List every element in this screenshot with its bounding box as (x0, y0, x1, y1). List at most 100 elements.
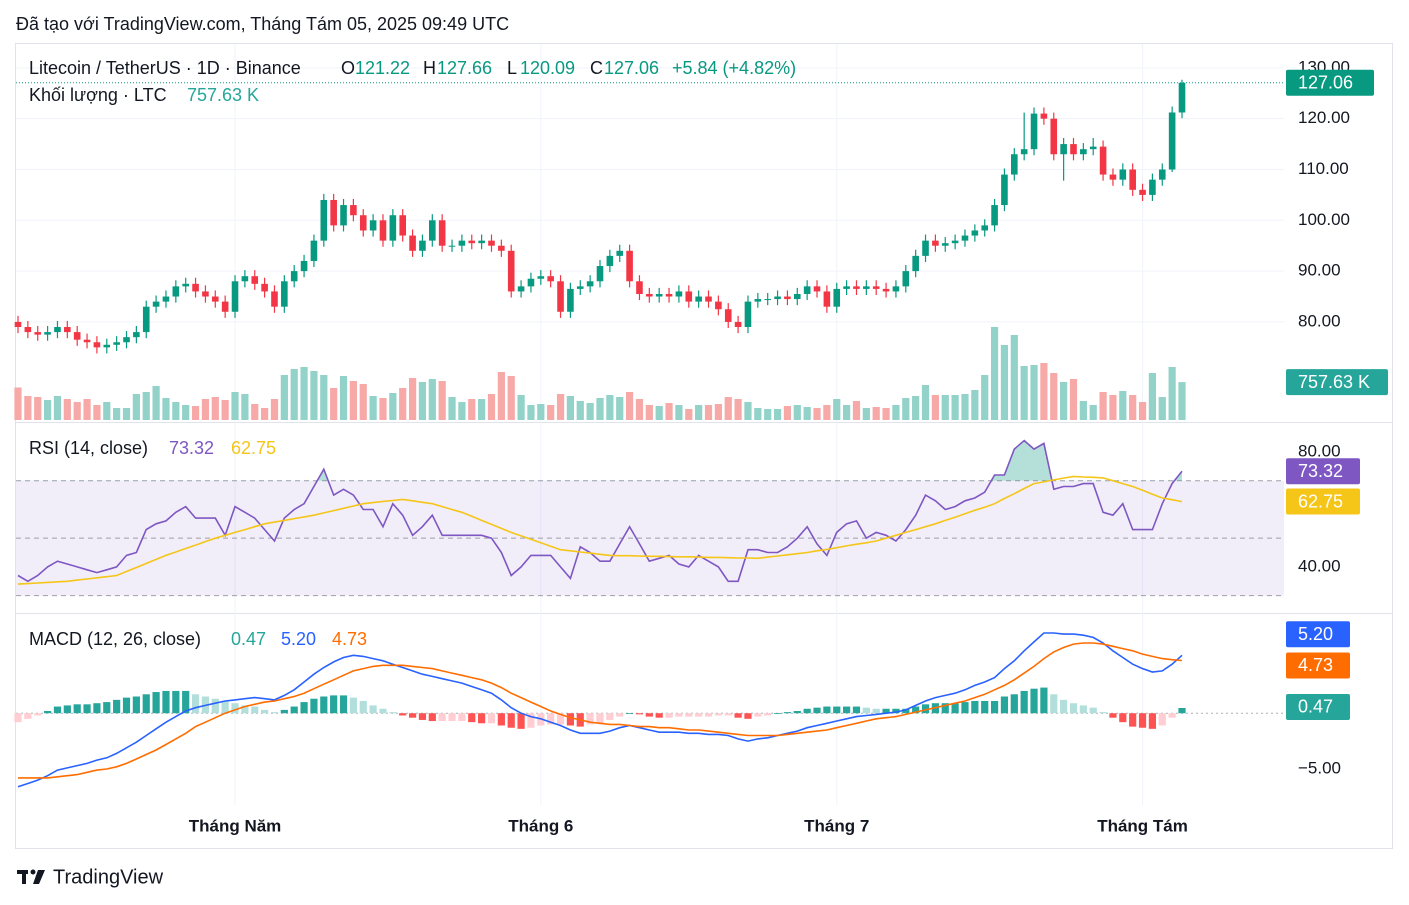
candle-body (567, 288, 574, 312)
volume-bar (872, 407, 880, 420)
macd-hist-bar (320, 696, 328, 714)
macd-hist-bar (912, 706, 920, 714)
volume-bar (1030, 365, 1038, 420)
volume-bar (655, 406, 663, 420)
candle-body (152, 301, 160, 307)
candle-body (734, 321, 742, 328)
volume-bar (675, 405, 683, 420)
macd-hist-bar (399, 713, 407, 716)
volume-value: 757.63 K (187, 85, 259, 105)
macd-hist-bar (231, 703, 239, 714)
rsi-label: 73.32 (1298, 461, 1343, 481)
candle-body (409, 235, 416, 251)
candle-body (636, 281, 643, 294)
macd-hist-bar (251, 706, 259, 714)
macd-hist-bar (685, 713, 693, 717)
volume-bar (971, 390, 979, 420)
rsi-ma-label-box (1286, 488, 1360, 515)
candle-body (488, 240, 495, 246)
volume-bar (1109, 395, 1117, 420)
candle-body (271, 291, 278, 307)
candle-body (981, 225, 989, 231)
macd-hist-bar (783, 712, 792, 714)
candle-body (803, 286, 811, 294)
candle-body (1178, 82, 1186, 113)
candle-body (1149, 179, 1156, 195)
macd-hist-bar (103, 702, 111, 714)
macd-hist-bar (221, 700, 229, 714)
macd-hist-bar (132, 696, 140, 714)
volume-bar (162, 398, 170, 420)
rsi-line (17, 439, 1183, 583)
macd-hist-bar (172, 690, 180, 714)
candle-body (715, 301, 722, 310)
y-tick-label: −5.00 (1298, 758, 1341, 777)
macd-hist-bar (211, 698, 219, 714)
macd-hist-bar (478, 713, 486, 724)
macd-hist-bar (1119, 713, 1127, 723)
volume-bar (1158, 397, 1166, 420)
candle-body (429, 220, 436, 241)
volume-bar (310, 371, 318, 420)
candle-body (1080, 149, 1087, 155)
macd-hist-bar (616, 713, 624, 717)
macd-hist-bar (1020, 690, 1028, 714)
candle-body (1030, 113, 1038, 150)
macd-hist-label-box (1286, 693, 1350, 720)
macd-hist-bar (833, 706, 841, 714)
macd-hist-bar (961, 702, 969, 714)
macd-hist-bar (448, 713, 456, 722)
candle-body (1011, 154, 1018, 175)
candle-body (389, 215, 397, 241)
volume-bar (843, 405, 851, 420)
volume-bar (704, 405, 713, 420)
volume-label: 757.63 K (1298, 372, 1370, 392)
volume-bar (862, 408, 870, 420)
candle-body (951, 240, 959, 244)
candle-body (991, 205, 998, 226)
volume-bar (1079, 401, 1087, 420)
macd-hist-bar (1089, 707, 1097, 714)
macd-hist-value: 0.47 (231, 629, 266, 649)
volume-bar (93, 405, 101, 420)
macd-hist-bar (695, 713, 703, 717)
macd-hist-bar (1030, 688, 1038, 714)
macd-hist-bar (379, 708, 387, 714)
candle-body (833, 288, 841, 307)
volume-bar (576, 401, 584, 420)
rsi-ma-value: 62.75 (231, 438, 276, 458)
ohlc-letter: C (590, 58, 603, 78)
volume-bar (892, 405, 900, 420)
volume-bar (1178, 382, 1186, 420)
candle-body (14, 321, 22, 328)
macd-signal-label: 4.73 (1298, 655, 1333, 675)
x-tick-label: Tháng Năm (189, 816, 282, 835)
macd-hist-bar (527, 713, 535, 728)
volume-bar (981, 375, 989, 420)
candle-body (695, 296, 702, 302)
volume-bar (497, 372, 505, 420)
macd-hist-bar (843, 706, 851, 714)
macd-hist-bar (53, 706, 62, 714)
volume-bar (616, 397, 624, 420)
volume-bar (24, 396, 32, 420)
candle-body (438, 220, 446, 246)
candle-body (73, 332, 81, 340)
candle-body (1158, 169, 1166, 180)
volume-bar (182, 405, 190, 420)
macd-hist-bar (468, 713, 476, 723)
volume-bar (951, 395, 959, 420)
macd-hist-bar (773, 713, 782, 715)
volume-bar (685, 409, 693, 420)
x-tick-label: Tháng 6 (508, 816, 573, 835)
volume-bar (1138, 402, 1147, 420)
volume-bar (290, 369, 298, 420)
logo-shape (22, 870, 26, 884)
volume-bar (63, 399, 71, 420)
price-axis: 80.0090.00100.00110.00120.00130.00Tháng … (189, 57, 1388, 835)
candle-body (813, 286, 821, 292)
candle-body (1139, 189, 1146, 195)
volume-bar (941, 395, 949, 420)
macd-hist-label: 0.47 (1298, 697, 1333, 717)
